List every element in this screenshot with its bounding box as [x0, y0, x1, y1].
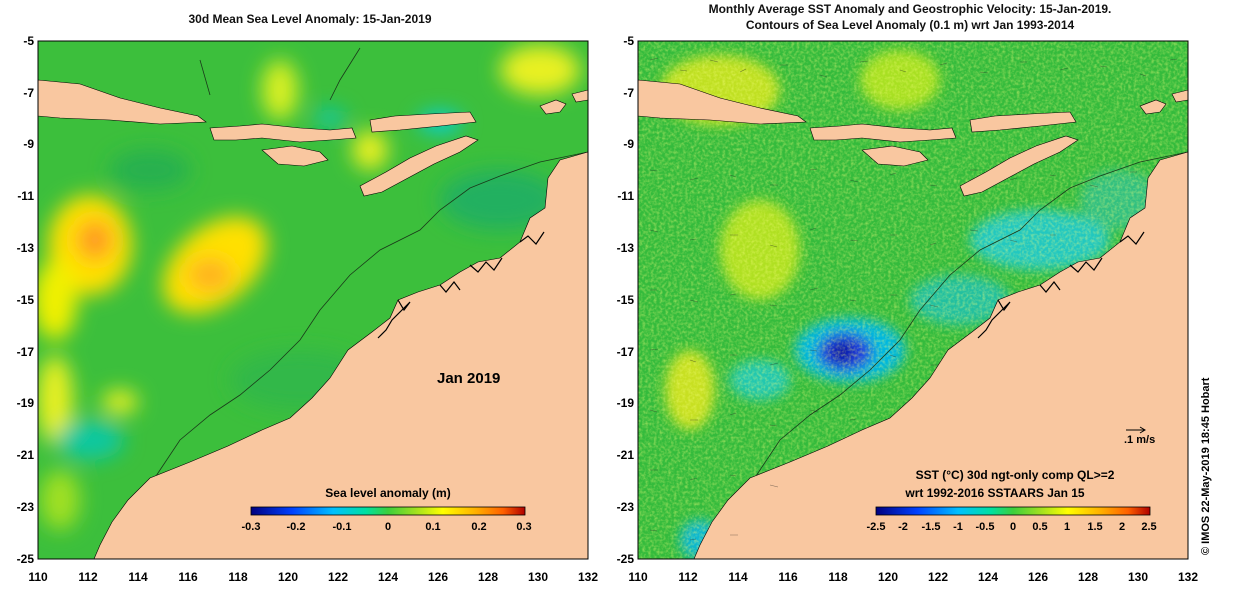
velocity-arrows — [649, 57, 1178, 541]
left-x-tick: 126 — [427, 570, 449, 584]
right-y-tick: -7 — [623, 86, 634, 100]
left-x-tick: 124 — [377, 570, 399, 584]
left-y-tick: -17 — [16, 345, 34, 359]
left-map-title: 30d Mean Sea Level Anomaly: 15-Jan-2019 — [188, 12, 432, 26]
left-y-tick: -21 — [16, 448, 34, 462]
right-x-tick: 124 — [977, 570, 999, 584]
left-y-tick: -23 — [16, 500, 34, 514]
right-y-tick: -15 — [616, 293, 634, 307]
left-y-tick: -7 — [23, 86, 34, 100]
right-map-frame — [637, 40, 1189, 560]
left-x-tick: 114 — [128, 570, 148, 584]
sla-colorbar-tick: 0.3 — [516, 521, 532, 533]
left-y-tick: -5 — [23, 34, 34, 48]
imos-credit: © IMOS 22-May-2019 18:45 Hobart — [1200, 377, 1212, 555]
right-map-title-line2: Contours of Sea Level Anomaly (0.1 m) wr… — [745, 18, 1075, 32]
sst-colorbar-tick: 1.5 — [1087, 521, 1103, 533]
sst-colorbar-tick: 1 — [1063, 521, 1071, 533]
right-y-tick: -17 — [616, 345, 634, 359]
left-y-tick: -25 — [16, 552, 34, 566]
left-y-tick: -15 — [16, 293, 34, 307]
left-y-tick: -9 — [23, 137, 34, 151]
sst-colorbar-tick: 0.5 — [1032, 521, 1048, 533]
velocity-scale-arrow — [1126, 426, 1146, 434]
right-map-title-line1: Monthly Average SST Anomaly and Geostrop… — [708, 2, 1112, 16]
right-x-tick: 130 — [1127, 570, 1149, 584]
right-y-tick: -13 — [616, 241, 634, 255]
right-y-tick: -9 — [623, 137, 634, 151]
right-y-tick: -23 — [616, 500, 634, 514]
left-y-tick: -13 — [16, 241, 34, 255]
right-x-tick: 120 — [877, 570, 899, 584]
right-x-tick: 114 — [728, 570, 748, 584]
sst-colorbar-tick: -1 — [953, 521, 963, 533]
left-y-tick: -11 — [17, 189, 34, 203]
right-x-tick: 116 — [778, 570, 798, 584]
right-y-tick: -19 — [616, 396, 634, 410]
right-x-tick: 132 — [1177, 570, 1199, 584]
left-x-tick: 112 — [78, 570, 98, 584]
right-y-tick: -25 — [616, 552, 634, 566]
right-sst-map — [638, 41, 1188, 559]
left-x-tick: 118 — [228, 570, 248, 584]
right-y-tick: -11 — [617, 189, 634, 203]
sla-colorbar-tick: -0.1 — [332, 521, 352, 533]
month-label: Jan 2019 — [437, 370, 501, 387]
sst-colorbar-tick: 0 — [1009, 521, 1017, 533]
left-y-tick: -19 — [16, 396, 34, 410]
sla-colorbar-label: Sea level anomaly (m) — [325, 486, 451, 500]
left-map-frame — [37, 40, 589, 560]
right-x-tick: 128 — [1077, 570, 1099, 584]
sla-colorbar — [250, 506, 526, 516]
velocity-scale-label: .1 m/s — [1124, 434, 1156, 446]
right-x-tick: 126 — [1027, 570, 1049, 584]
right-x-tick: 110 — [628, 570, 648, 584]
sla-colorbar-tick: -0.3 — [241, 521, 261, 533]
left-x-tick: 132 — [577, 570, 599, 584]
sst-legend-line1: SST (°C) 30d ngt-only comp QL>=2 — [915, 468, 1115, 482]
right-x-tick: 112 — [678, 570, 698, 584]
sst-colorbar-tick: 2.5 — [1141, 521, 1157, 533]
left-x-tick: 122 — [327, 570, 349, 584]
sst-colorbar — [875, 506, 1151, 516]
left-x-tick: 120 — [277, 570, 299, 584]
sst-colorbar-tick: -2.5 — [866, 521, 886, 533]
sla-colorbar-tick: -0.2 — [286, 521, 306, 533]
right-x-tick: 118 — [828, 570, 848, 584]
right-y-tick: -5 — [623, 34, 634, 48]
sst-colorbar-tick: -1.5 — [921, 521, 941, 533]
sst-legend-line2: wrt 1992-2016 SSTAARS Jan 15 — [905, 486, 1085, 500]
sla-colorbar-tick: 0.2 — [471, 521, 487, 533]
sla-colorbar-tick: 0 — [384, 521, 392, 533]
sst-colorbar-tick: -0.5 — [975, 521, 995, 533]
sst-colorbar-tick: 2 — [1118, 521, 1126, 533]
right-x-tick: 122 — [927, 570, 949, 584]
right-y-tick: -21 — [616, 448, 634, 462]
sst-colorbar-tick: -2 — [898, 521, 908, 533]
sla-colorbar-tick: 0.1 — [425, 521, 441, 533]
left-x-tick: 110 — [28, 570, 48, 584]
left-sla-map — [38, 41, 588, 559]
left-x-tick: 128 — [477, 570, 499, 584]
left-x-tick: 130 — [527, 570, 549, 584]
left-x-tick: 116 — [178, 570, 198, 584]
